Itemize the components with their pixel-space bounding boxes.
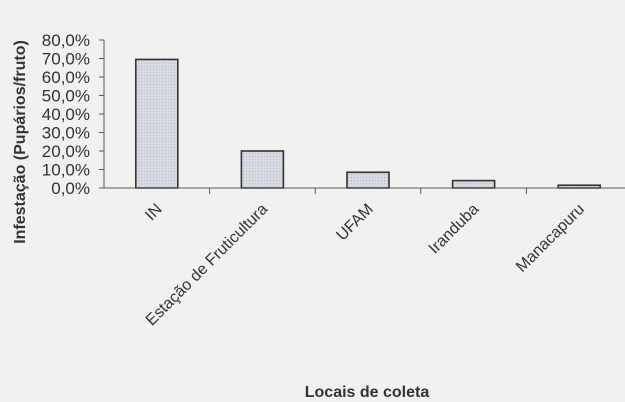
bar — [451, 179, 496, 189]
y-tick-label: 70,0% — [42, 50, 90, 69]
axes — [103, 40, 625, 194]
bar — [346, 171, 390, 189]
y-axis-ticks: 0,0%10,0%20,0%30,0%40,0%50,0%60,0%70,0%8… — [42, 31, 104, 198]
y-tick-label: 80,0% — [42, 31, 90, 50]
y-tick-label: 10,0% — [42, 161, 90, 180]
bars-group — [135, 58, 602, 189]
y-axis-title: Infestação (Pupários/fruto) — [12, 40, 29, 244]
x-axis-title: Locais de coleta — [305, 384, 430, 401]
x-tick-label: IN — [142, 201, 165, 224]
bar — [240, 150, 285, 189]
y-tick-label: 30,0% — [42, 124, 90, 143]
bar — [135, 58, 179, 189]
y-tick-label: 40,0% — [42, 105, 90, 124]
y-tick-label: 60,0% — [42, 68, 90, 87]
y-tick-label: 20,0% — [42, 142, 90, 161]
x-tick-label: Estação de Fruticultura — [143, 201, 271, 329]
x-tick-label: UFAM — [333, 201, 376, 244]
y-tick-label: 50,0% — [42, 87, 90, 106]
x-tick-label: Manacapuru — [513, 201, 588, 276]
x-tick-label: Iranduba — [426, 201, 483, 258]
y-tick-label: 0,0% — [51, 179, 90, 198]
